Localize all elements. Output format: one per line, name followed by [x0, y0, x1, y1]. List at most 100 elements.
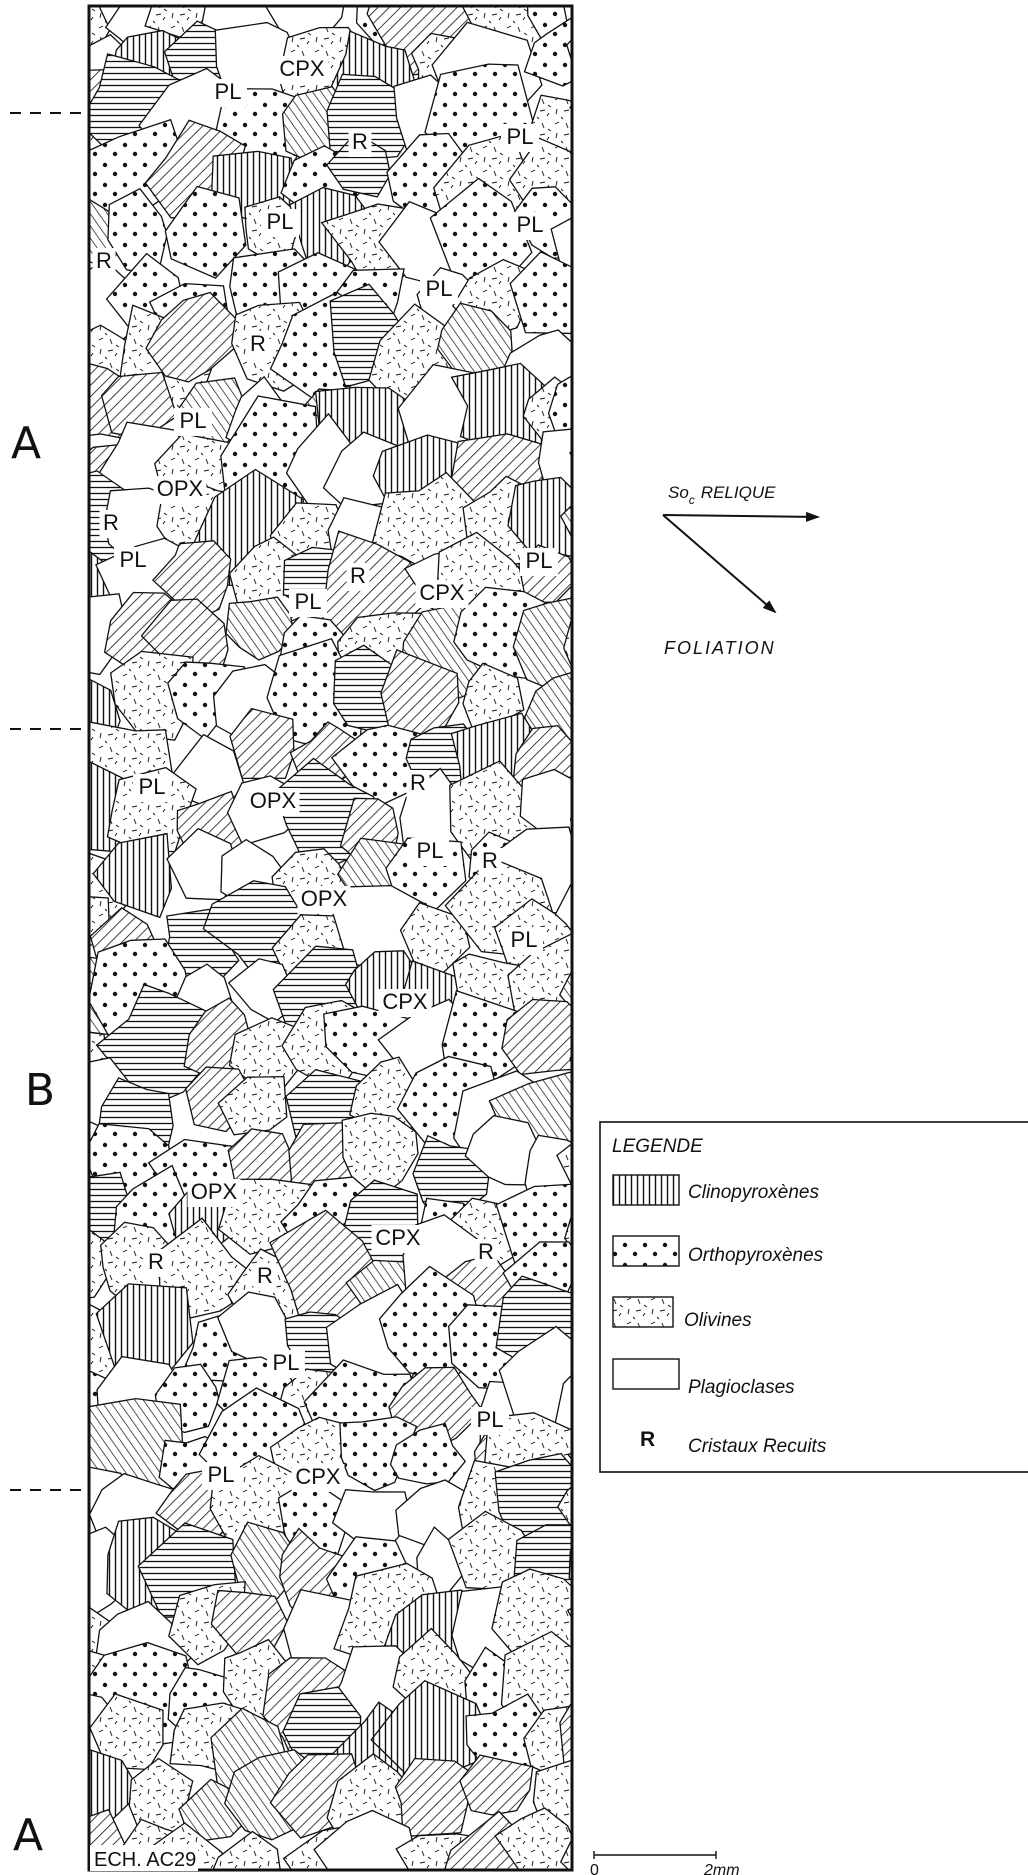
legend: LEGENDE Clinopyroxènes Orthopyroxènes Ol…: [599, 1121, 1028, 1473]
grain-label-backing: [415, 580, 469, 608]
grain-pl: [591, 316, 652, 384]
grain-label-cpx: CPX: [419, 580, 465, 605]
grain-label-backing: [505, 927, 543, 955]
grain-label-pl: PL: [426, 276, 453, 301]
grain-label-backing: [291, 1464, 345, 1492]
grain-cpx: [145, 291, 239, 383]
grain-cpx: [586, 823, 654, 902]
grain-label-backing: [297, 886, 351, 914]
grain-label-pl: PL: [139, 774, 166, 799]
grain-label-pl: PL: [295, 589, 322, 614]
grain-ol: [89, 1228, 111, 1299]
grain-pl: [574, 252, 666, 340]
grain-label-opx: OPX: [250, 788, 297, 813]
grain-pl: [554, 1373, 572, 1434]
grain-label-backing: [261, 209, 299, 237]
grain-label-r: R: [350, 563, 366, 588]
grain-label-opx: OPX: [157, 476, 204, 501]
grain-cpx: [225, 596, 295, 661]
grain-ol: [556, 1485, 572, 1529]
legend-label-plagioclase: Plagioclases: [688, 1377, 795, 1398]
zone-boundaries: [10, 112, 86, 1491]
grain-pl: [313, 1809, 420, 1870]
grain-ol: [580, 1628, 678, 1713]
grain-label-backing: [474, 1239, 498, 1267]
grain-label-backing: [92, 248, 116, 276]
grain-label-backing: [411, 838, 449, 866]
grain-label-backing: [187, 1179, 241, 1207]
grain-label-r: R: [352, 129, 368, 154]
grain-cpx: [325, 131, 392, 198]
grain-label-r: R: [410, 770, 426, 795]
grain-ol: [563, 615, 572, 669]
grain-label-opx: OPX: [301, 886, 348, 911]
grain-label-backing: [348, 129, 372, 157]
grain-label-backing: [406, 770, 430, 798]
grain-pl: [550, 217, 572, 280]
grain-label-backing: [246, 331, 270, 359]
grain-label-pl: PL: [417, 838, 444, 863]
grain-label-backing: [246, 788, 300, 816]
grain-cpx: [512, 597, 572, 699]
zone-label-a-upper: A: [11, 418, 41, 469]
legend-swatch-olivine: [612, 1296, 674, 1328]
grain-label-backing: [209, 79, 247, 107]
legend-label-recuit: Cristaux Recuits: [688, 1436, 827, 1457]
legend-swatch-orthopyroxene: [612, 1235, 680, 1267]
grain-cpx: [559, 1700, 572, 1773]
grain-label-r: R: [103, 510, 119, 535]
legend-swatch-plagioclase: [612, 1358, 680, 1390]
grain-label-backing: [174, 408, 212, 436]
foliation-arrow: [662, 514, 777, 614]
grain-cpx: [558, 969, 572, 1010]
grain-cpx: [559, 504, 572, 539]
scale-bar-end-label: 2mm: [703, 1862, 740, 1875]
grain-cpx: [574, 544, 664, 637]
grain-cpx: [459, 1754, 534, 1816]
grain-label-opx: OPX: [191, 1179, 238, 1204]
grain-label-backing: [511, 212, 549, 240]
legend-label-olivine: Olivines: [684, 1310, 752, 1331]
grain-ol: [217, 1075, 288, 1136]
legend-label-orthopyroxene: Orthopyroxènes: [688, 1245, 824, 1266]
grain-label-backing: [371, 1225, 425, 1253]
scale-bar: 0 2mm: [590, 1851, 740, 1875]
grain-label-pl: PL: [477, 1407, 504, 1432]
grain-label-pl: PL: [267, 209, 294, 234]
grain-label-pl: PL: [526, 548, 553, 573]
grain-label-backing: [520, 548, 558, 576]
grain-label-pl: PL: [208, 1462, 235, 1487]
grain-opx: [164, 185, 247, 279]
grain-opx: [547, 374, 572, 444]
grain-label-backing: [144, 1249, 168, 1277]
grain-cpx: [576, 126, 652, 203]
grain-label-backing: [253, 1263, 277, 1291]
grain-pl: [464, 1114, 543, 1186]
so-relique-label: Soc RELIQUE: [668, 483, 776, 507]
grain-ol: [559, 1837, 572, 1870]
grain-label-r: R: [148, 1249, 164, 1274]
legend-label-clinopyroxene: Clinopyroxènes: [688, 1182, 819, 1203]
orientation-indicator: Soc RELIQUE FOLIATION: [662, 483, 820, 658]
grain-ol: [569, 1054, 572, 1069]
grain-ol: [212, 1830, 281, 1870]
grain-cpx: [229, 707, 295, 780]
grain-ol: [556, 1142, 572, 1188]
grain-opx: [509, 251, 572, 335]
grain-cpx: [92, 832, 173, 919]
grain-label-backing: [378, 989, 432, 1017]
grain-label-backing: [133, 774, 171, 802]
grain-label-backing: [346, 563, 370, 591]
grain-label-backing: [289, 589, 327, 617]
scale-bar-start-label: 0: [590, 1862, 599, 1875]
grain-label-r: R: [96, 248, 112, 273]
grain-label-r: R: [482, 848, 498, 873]
so-relique-arrow: [662, 511, 820, 522]
grain-opx: [569, 104, 572, 112]
grain-label-cpx: CPX: [295, 1464, 341, 1489]
grain-label-pl: PL: [273, 1350, 300, 1375]
grain-cpx: [394, 1757, 475, 1838]
